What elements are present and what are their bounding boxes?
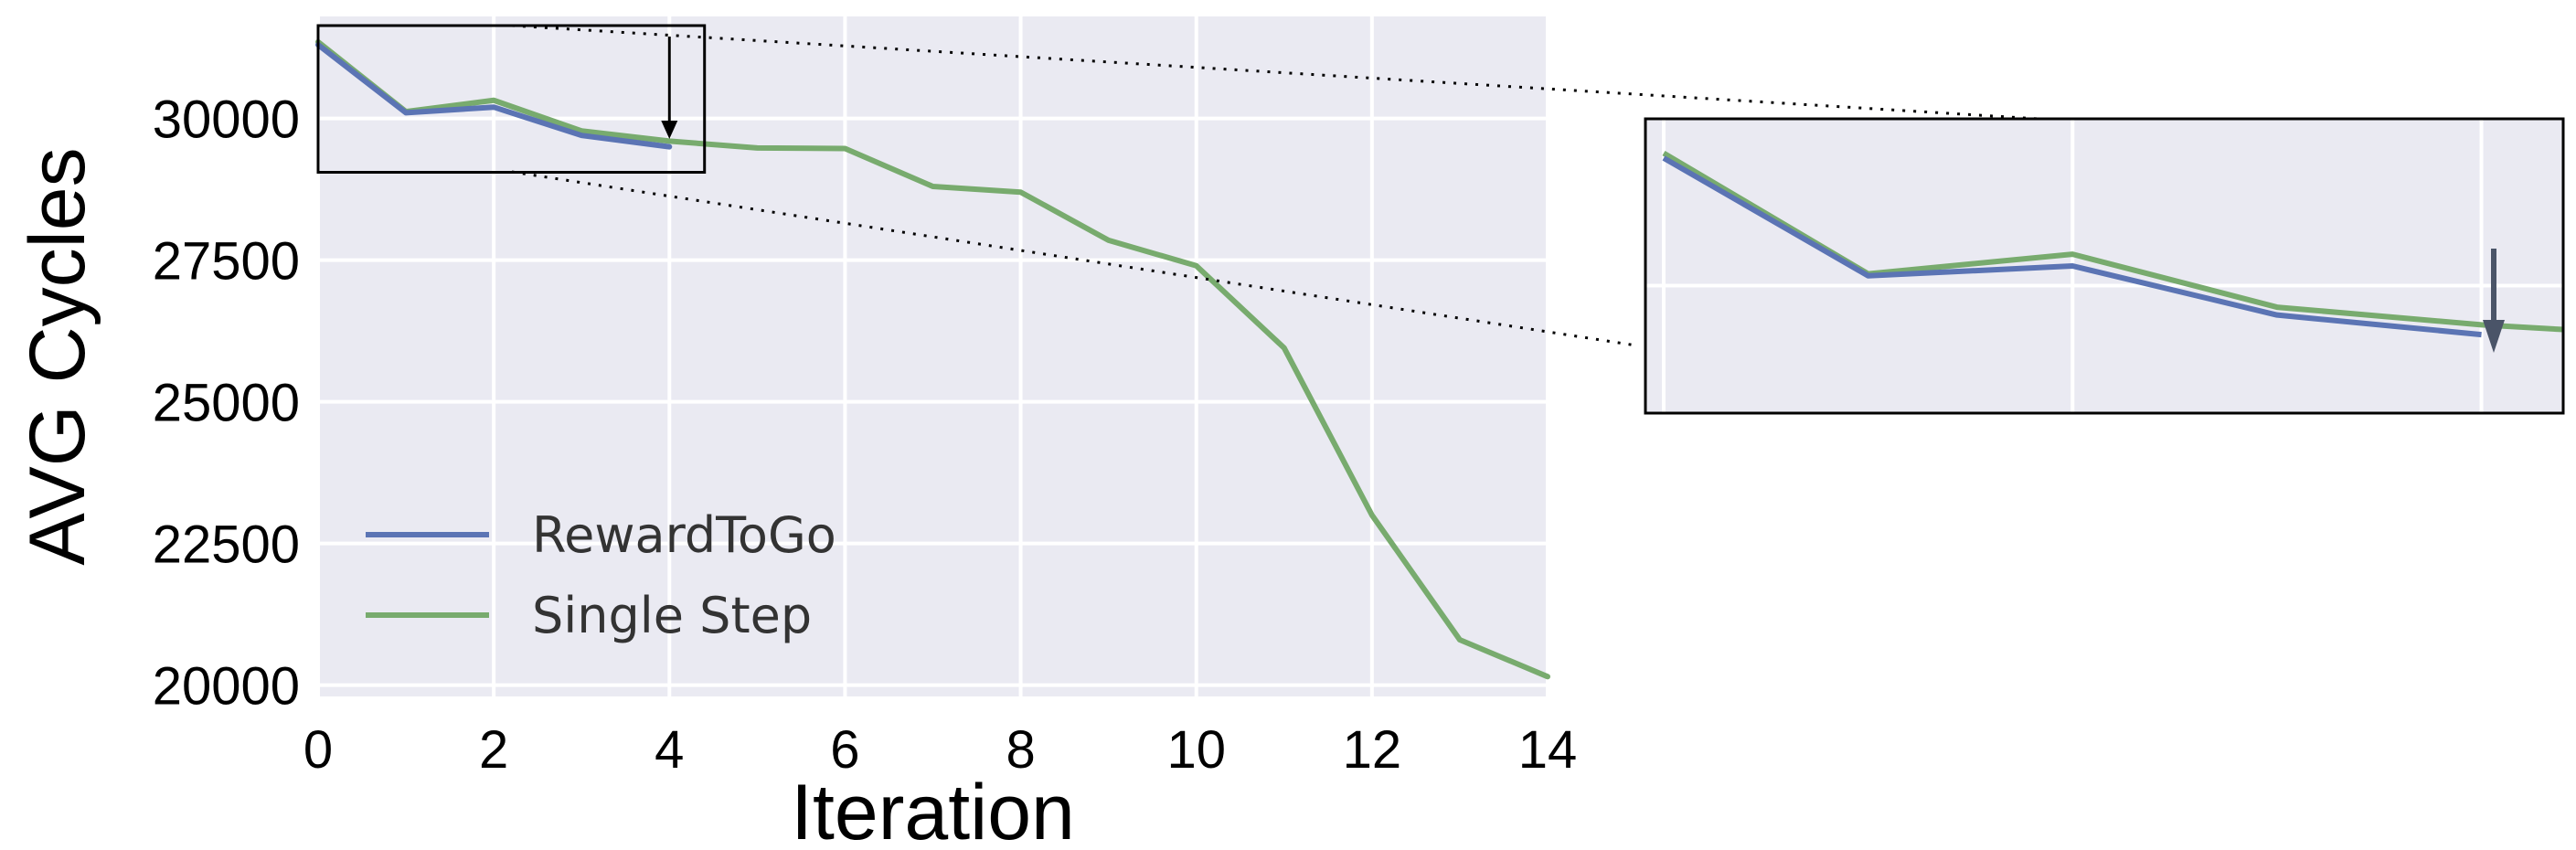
down-arrow-head-icon <box>661 121 678 139</box>
series-lines <box>315 38 1550 680</box>
y-tick-labels: 20000 22500 25000 27500 30000 <box>153 90 300 717</box>
zoom-box <box>316 24 707 174</box>
connector-line-top <box>511 24 2039 121</box>
legend-label: Single Step <box>532 587 812 644</box>
x-tick-label: 4 <box>655 720 684 780</box>
y-tick-label: 20000 <box>153 657 300 717</box>
x-axis-label: Iteration <box>791 769 1075 850</box>
x-tick-label: 2 <box>479 720 508 780</box>
inset-frame <box>1644 117 2565 415</box>
inset-background <box>1645 119 2563 413</box>
inset-series-line-rewardtogo <box>1662 155 2482 338</box>
inset-down-arrow-head-icon <box>2483 320 2505 353</box>
y-tick-label: 27500 <box>153 232 300 292</box>
zoom-region-box <box>316 24 707 174</box>
series-line-rewardtogo <box>315 42 673 150</box>
x-tick-label: 10 <box>1166 720 1226 780</box>
y-tick-label: 25000 <box>153 374 300 433</box>
plot-background <box>318 16 1548 696</box>
x-tick-labels: 0 2 4 6 8 10 12 14 <box>303 720 1577 780</box>
series-line-single-step <box>315 38 1550 680</box>
x-tick-label: 14 <box>1518 720 1578 780</box>
zoom-connector-lines <box>511 24 2039 347</box>
x-tick-label: 0 <box>303 720 333 780</box>
x-tick-label: 12 <box>1343 720 1402 780</box>
legend: RewardToGo Single Step <box>366 506 836 644</box>
x-tick-label: 6 <box>830 720 859 780</box>
arrows <box>661 37 2505 353</box>
x-tick-label: 8 <box>1006 720 1035 780</box>
main-plot-area: 0 2 4 6 8 10 12 14 20000 22500 25000 27500 30000 <box>153 16 1577 780</box>
y-axis-label: AVG Cycles <box>14 147 101 565</box>
y-tick-label: 22500 <box>153 515 300 575</box>
legend-label: RewardToGo <box>532 506 836 564</box>
inset-zoom-plot <box>1644 117 2565 415</box>
y-tick-label: 30000 <box>153 90 300 150</box>
